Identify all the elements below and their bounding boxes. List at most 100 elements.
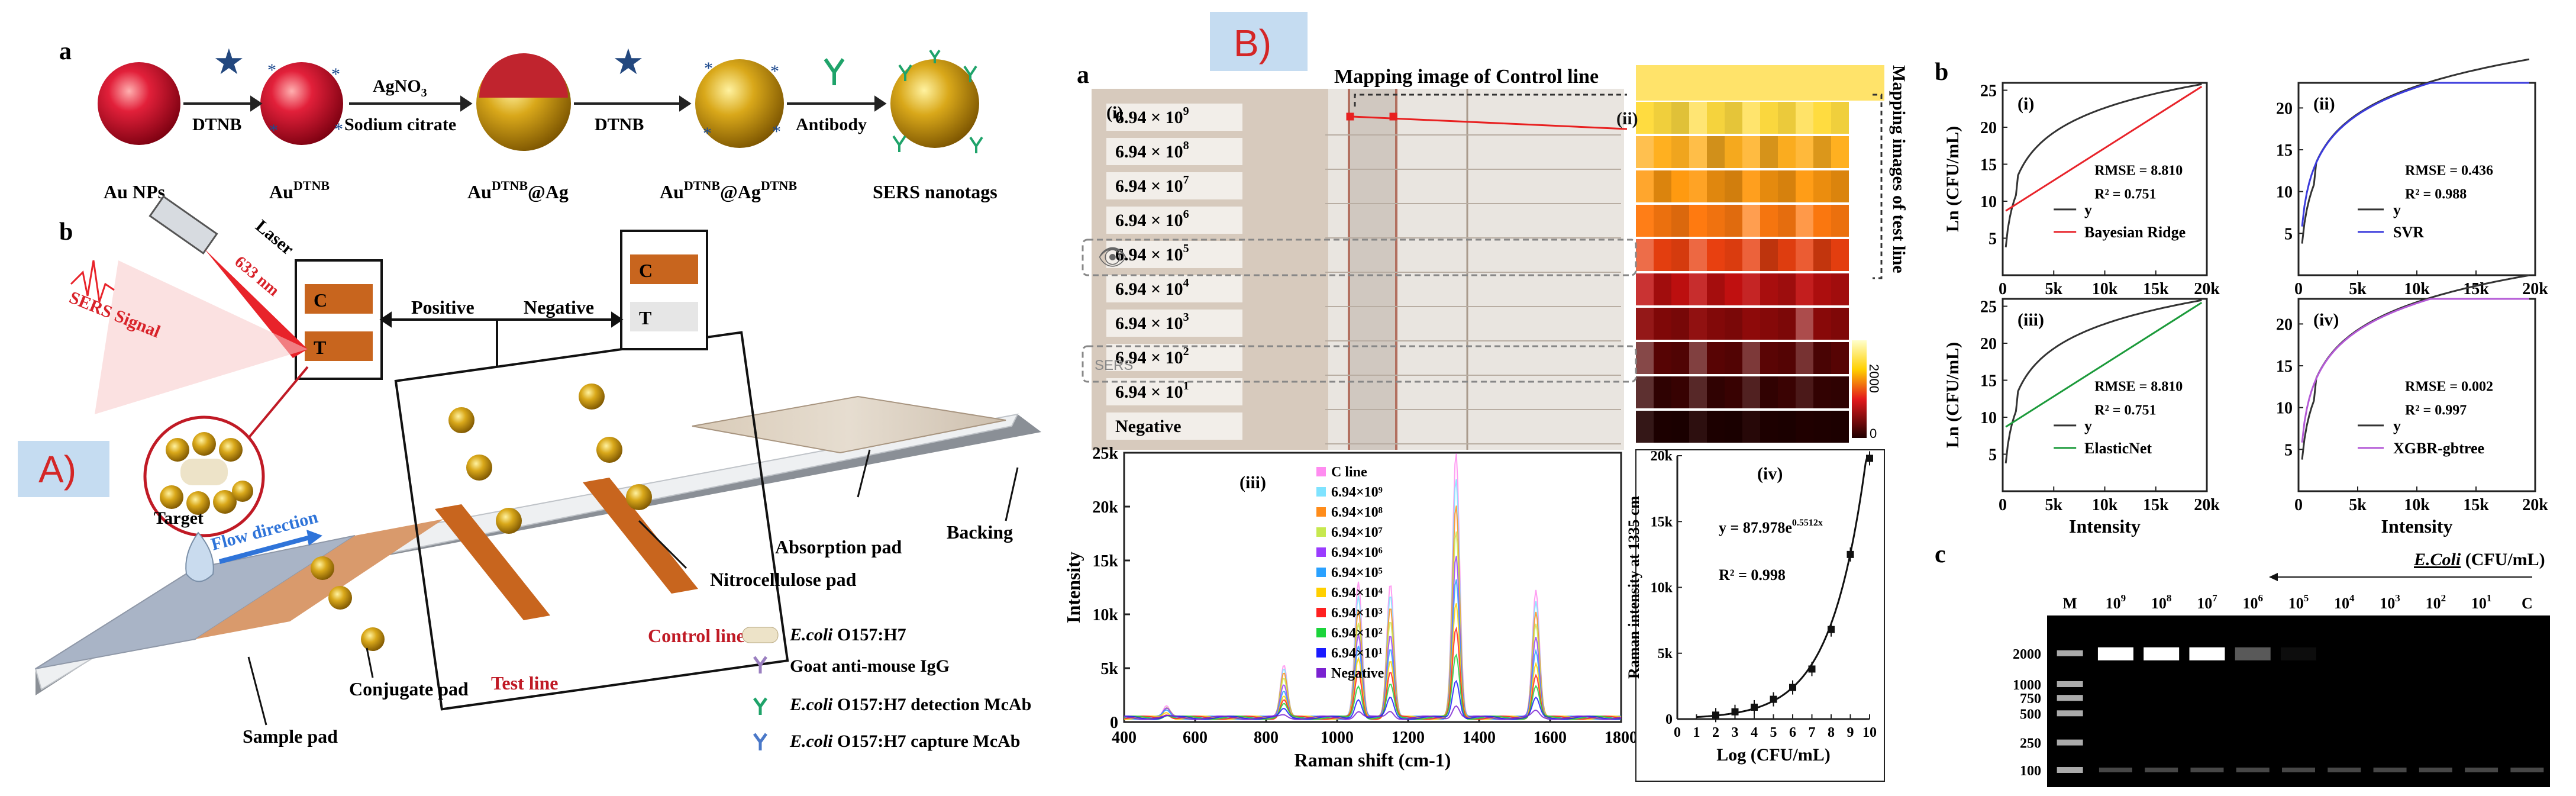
heat-cell — [1689, 308, 1707, 340]
x-tick-label: 15k — [2143, 280, 2169, 298]
control-line-shape — [583, 478, 698, 594]
synthesis-row: * ** * * ** * ★ ★ DTNB AgNO3 Sodium citrate … — [98, 43, 998, 202]
r-squared: R² = 0.998 — [1719, 566, 1786, 584]
pcr-band — [2235, 647, 2271, 660]
fit-curve — [1696, 455, 1870, 718]
x-tick-label: 5 — [1770, 725, 1777, 740]
heat-cell — [1760, 102, 1778, 134]
heat-cell — [1796, 239, 1813, 271]
heat-cell — [1636, 273, 1654, 305]
ml-sublabel: (iii) — [2017, 310, 2044, 330]
x-tick-label: 2 — [1712, 725, 1719, 740]
magnified-nanotags — [143, 366, 309, 537]
strip-row-label-bg — [1106, 310, 1242, 337]
x-tick-label: 5k — [2045, 280, 2062, 298]
heat-cell — [1725, 170, 1742, 202]
marker-band — [2057, 710, 2083, 717]
heat-cell — [1707, 342, 1725, 374]
sample-pad-label: Sample pad — [243, 726, 338, 747]
heat-cell — [1707, 411, 1725, 443]
ml-plot-frame — [2297, 82, 2536, 276]
heat-cell — [1636, 170, 1654, 202]
heat-map-row — [1636, 273, 1849, 305]
y-tick-label: 10k — [1651, 581, 1673, 596]
laser-source: Laser 633 nm SERS Signal — [66, 195, 308, 414]
y-tick-label: 10 — [1980, 193, 1997, 211]
heat-cell — [1742, 205, 1760, 237]
flow-direction-arrow — [219, 530, 322, 564]
heat-cell — [1796, 376, 1813, 408]
panel-a-label-a: a — [59, 38, 72, 65]
strip-row-label-bg — [1106, 378, 1242, 405]
x-tick-label: 1600 — [1534, 729, 1567, 747]
y-tick-label: 10 — [2276, 399, 2293, 418]
predicted-line — [2005, 85, 2203, 212]
heat-cell — [1636, 376, 1654, 408]
marker-size-label: 2000 — [2013, 647, 2041, 662]
lateral-flow-strip — [34, 331, 1041, 711]
raman-spectra-chart: 400 600 800 1000 1200 1400 1600 1800 0 5k 10k 15k 20… — [1063, 444, 1638, 771]
x-tick-label: 1000 — [1321, 729, 1354, 747]
sers-tag: SERS — [1095, 357, 1133, 373]
x-axis-label: Log (CFU/mL) — [1716, 745, 1830, 765]
x-tick-label: 0 — [1674, 725, 1681, 740]
y-tick-label: 5k — [1658, 646, 1673, 662]
heat-cell — [1831, 170, 1849, 202]
positive-t: T — [314, 337, 326, 358]
legend-swatch — [1316, 628, 1326, 637]
ml-sublabel: (iv) — [2313, 310, 2339, 330]
heat-cell — [1760, 411, 1778, 443]
legend-item: 6.94×10⁶ — [1331, 545, 1383, 560]
strip-row-label-bg — [1106, 207, 1242, 234]
control-line-label: Control line — [648, 625, 745, 646]
panel-a: a b * * * * * * * * ★ ★ — [18, 38, 1041, 751]
legend-item: 6.94×10⁴ — [1331, 585, 1383, 601]
ml-sublabel: (i) — [2017, 94, 2034, 114]
laser-label: Laser — [252, 216, 298, 259]
rmse: RMSE = 8.810 — [2094, 163, 2183, 178]
x-tick-label: 5k — [2045, 496, 2062, 514]
dtnb-star-icon-2: ★ — [612, 43, 644, 82]
heat-cell — [1796, 342, 1813, 374]
rmse: RMSE = 0.002 — [2405, 379, 2493, 394]
strip-row-label: 6.94 × 105 — [1115, 242, 1189, 265]
gel-lane-label: 109 — [2106, 592, 2126, 612]
x-tick-label: 10 — [1862, 725, 1877, 740]
x-tick-label: 0 — [2294, 280, 2303, 298]
heat-cell — [1671, 376, 1689, 408]
heat-cell — [1742, 376, 1760, 408]
legend-item: C line — [1331, 465, 1367, 480]
spectrum-line — [1124, 679, 1622, 720]
legend-item: 6.94×10⁷ — [1331, 525, 1383, 540]
gel-lane-label: 108 — [2151, 592, 2172, 612]
x-tick-label: 1 — [1693, 725, 1700, 740]
nitrocellulose-pad-label: Nitrocellulose pad — [710, 569, 857, 590]
heat-cell — [1778, 273, 1796, 305]
heat-cell — [1654, 411, 1671, 443]
strip-row-label-bg — [1106, 241, 1242, 268]
y-tick-label: 15 — [2276, 141, 2293, 160]
observed-line — [2004, 299, 2202, 463]
svg-text:*: * — [770, 62, 779, 81]
predicted-line — [2005, 301, 2203, 428]
x-tick-label: 20k — [2522, 280, 2548, 298]
data-point — [1751, 703, 1758, 711]
primer-band — [2328, 768, 2361, 772]
legend-swatch — [1316, 668, 1326, 678]
data-point — [1789, 684, 1796, 691]
marker-band — [2057, 695, 2083, 701]
legend-swatch — [1316, 588, 1326, 597]
y-tick-label: 15k — [1651, 514, 1673, 530]
au-dtnb-ag-dtnb-particle — [695, 59, 784, 148]
primer-band — [2419, 768, 2452, 772]
primer-band — [2510, 768, 2544, 772]
heat-cell — [1689, 170, 1707, 202]
x-tick-label: 10k — [2092, 496, 2118, 514]
heat-cell — [1813, 239, 1831, 271]
mapping-control-title: Mapping image of Control line — [1334, 66, 1599, 88]
heat-cell — [1742, 239, 1760, 271]
y-tick-label: 5 — [2284, 441, 2293, 459]
heat-cell — [1654, 273, 1671, 305]
x-tick-label: 8 — [1828, 725, 1835, 740]
